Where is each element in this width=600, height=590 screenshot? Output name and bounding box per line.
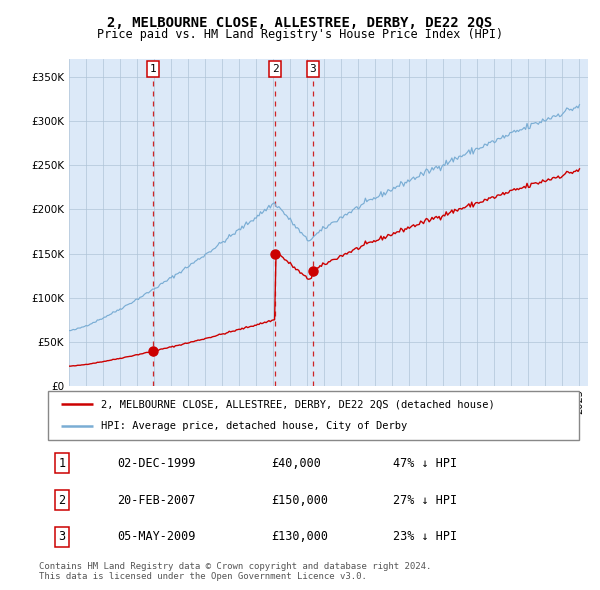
Text: 2, MELBOURNE CLOSE, ALLESTREE, DERBY, DE22 2QS (detached house): 2, MELBOURNE CLOSE, ALLESTREE, DERBY, DE… bbox=[101, 399, 495, 409]
Text: 23% ↓ HPI: 23% ↓ HPI bbox=[393, 530, 457, 543]
Text: £130,000: £130,000 bbox=[271, 530, 328, 543]
Text: 47% ↓ HPI: 47% ↓ HPI bbox=[393, 457, 457, 470]
Text: 1: 1 bbox=[59, 457, 66, 470]
Text: Price paid vs. HM Land Registry's House Price Index (HPI): Price paid vs. HM Land Registry's House … bbox=[97, 28, 503, 41]
Text: 27% ↓ HPI: 27% ↓ HPI bbox=[393, 493, 457, 507]
Text: £40,000: £40,000 bbox=[271, 457, 321, 470]
Text: £150,000: £150,000 bbox=[271, 493, 328, 507]
Text: 3: 3 bbox=[310, 64, 316, 74]
Text: HPI: Average price, detached house, City of Derby: HPI: Average price, detached house, City… bbox=[101, 421, 407, 431]
Text: 05-MAY-2009: 05-MAY-2009 bbox=[117, 530, 196, 543]
Text: 20-FEB-2007: 20-FEB-2007 bbox=[117, 493, 196, 507]
Text: 2: 2 bbox=[272, 64, 278, 74]
Text: 1: 1 bbox=[149, 64, 156, 74]
Text: 2: 2 bbox=[59, 493, 66, 507]
Text: 02-DEC-1999: 02-DEC-1999 bbox=[117, 457, 196, 470]
Text: Contains HM Land Registry data © Crown copyright and database right 2024.
This d: Contains HM Land Registry data © Crown c… bbox=[39, 562, 431, 581]
Text: 2, MELBOURNE CLOSE, ALLESTREE, DERBY, DE22 2QS: 2, MELBOURNE CLOSE, ALLESTREE, DERBY, DE… bbox=[107, 16, 493, 30]
Text: 3: 3 bbox=[59, 530, 66, 543]
